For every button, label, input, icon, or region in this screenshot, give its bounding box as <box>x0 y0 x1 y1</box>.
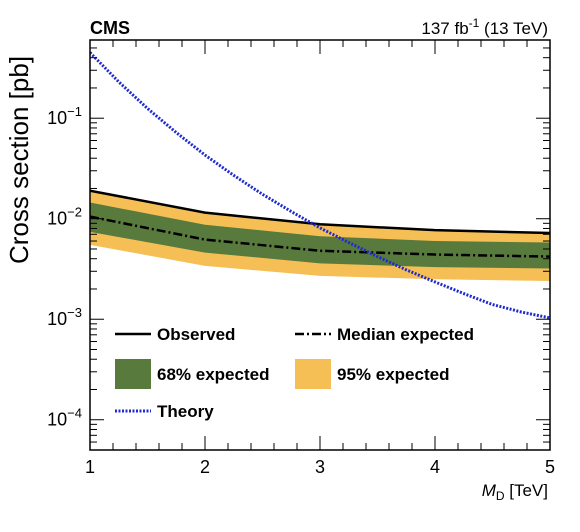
legend-label-68-expected: 68% expected <box>157 365 269 384</box>
x-axis-label: MD [TeV] <box>482 481 548 503</box>
cms-label: CMS <box>90 18 130 38</box>
legend-swatch-95-expected <box>295 359 331 389</box>
series-line-theory <box>90 51 550 320</box>
lines-layer <box>90 51 550 320</box>
legend-label-95-expected: 95% expected <box>337 365 449 384</box>
legend-label-observed: Observed <box>157 325 235 344</box>
legend-swatch-68-expected <box>115 359 151 389</box>
y-axis-label: Cross section [pb] <box>4 56 34 264</box>
legend-label-theory: Theory <box>157 402 214 421</box>
axis-tick-labels: 1 2 3 4 5 10−4 10−3 10−2 10−1 <box>47 104 555 477</box>
x-tick-label: 1 <box>85 457 95 477</box>
legend: Observed Median expected 68% expected 95% e… <box>115 325 474 421</box>
lumi-label: 137 fb-1 (13 TeV) <box>421 16 548 38</box>
series-line-observed <box>90 189 550 235</box>
legend-label-median-expected: Median expected <box>337 325 474 344</box>
series-line-median-expected <box>90 215 550 258</box>
y-tick-label: 10−1 <box>47 104 82 128</box>
x-tick-label: 5 <box>545 457 555 477</box>
axis-ticks <box>89 40 551 451</box>
y-tick-label: 10−3 <box>47 305 82 329</box>
x-tick-label: 4 <box>430 457 440 477</box>
band-68-expected <box>90 202 550 269</box>
y-tick-label: 10−2 <box>47 205 82 229</box>
y-tick-label: 10−4 <box>47 406 82 430</box>
bands-layer <box>90 191 550 282</box>
x-tick-label: 3 <box>315 457 325 477</box>
x-tick-label: 2 <box>200 457 210 477</box>
